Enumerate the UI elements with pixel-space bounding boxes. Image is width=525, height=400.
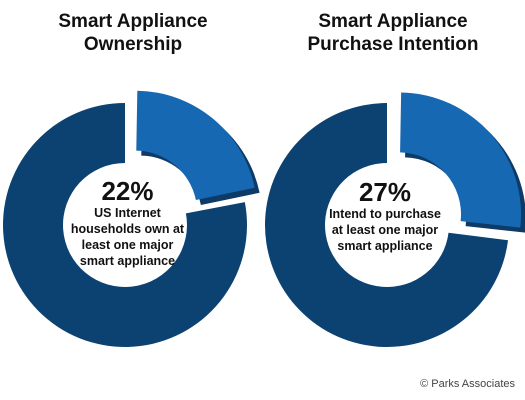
title-line: Smart Appliance (318, 11, 468, 32)
donut-chart-ownership (2, 90, 260, 348)
donut-slice-highlighted (400, 92, 522, 228)
center-text-line: smart appliance (79, 254, 176, 268)
center-label-ownership: 22% US Internet households own at least … (55, 177, 200, 269)
center-text-line: smart appliance (337, 239, 433, 253)
copyright-credit: © Parks Associates (420, 378, 515, 390)
center-label-purchase-intention: 27% Intend to purchase at least one majo… (315, 178, 455, 254)
center-text-line: at least one major (331, 223, 439, 237)
title-line: Smart Appliance (58, 11, 208, 32)
chart-title-ownership: Smart Appliance Ownership (8, 10, 258, 56)
exploded-slice-group (136, 90, 260, 205)
exploded-slice-group (400, 92, 525, 233)
title-line: Purchase Intention (307, 34, 479, 55)
center-text-line: least one major (81, 238, 174, 252)
center-percentage: 22% (101, 176, 154, 206)
donut-chart-purchase-intention (265, 92, 525, 347)
center-text-line: US Internet (94, 206, 161, 220)
center-text-line: Intend to purchase (329, 207, 441, 221)
center-percentage: 27% (358, 177, 412, 207)
title-line: Ownership (83, 34, 183, 55)
center-text-line: households own at (70, 222, 185, 236)
donut-slice-remainder (265, 103, 509, 347)
donut-slice-remainder (2, 103, 247, 348)
donut-slice-highlighted (136, 90, 255, 200)
chart-title-purchase-intention: Smart Appliance Purchase Intention (268, 10, 518, 56)
